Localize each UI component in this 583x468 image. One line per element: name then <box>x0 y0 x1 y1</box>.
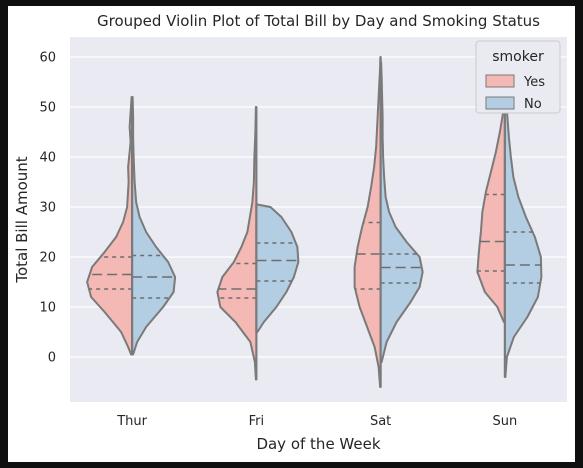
y-tick-label: 20 <box>39 251 56 266</box>
y-tick-label: 10 <box>39 301 56 316</box>
violin-yes-thur <box>86 96 134 356</box>
x-tick-label: Sat <box>370 414 391 429</box>
y-tick-label: 30 <box>39 201 56 216</box>
y-tick-label: 0 <box>48 351 56 366</box>
legend-label: No <box>524 97 542 112</box>
x-tick-labels: Thur Fri Sat Sun <box>116 414 517 429</box>
legend-swatch <box>485 74 515 88</box>
legend-swatch <box>485 96 515 110</box>
violin-no-sat <box>379 61 424 363</box>
legend-title: smoker <box>492 49 544 65</box>
x-tick-label: Thur <box>116 414 147 429</box>
legend-label: Yes <box>523 75 545 90</box>
legend: smoker Yes No <box>475 40 561 114</box>
legend-box <box>475 40 561 114</box>
x-axis-label: Day of the Week <box>256 435 380 453</box>
y-tick-labels: 0 10 20 30 40 50 60 <box>39 51 56 366</box>
y-axis-label: Total Bill Amount <box>13 156 31 283</box>
y-tick-label: 40 <box>39 151 56 166</box>
y-tick-label: 60 <box>39 51 56 66</box>
chart-title: Grouped Violin Plot of Total Bill by Day… <box>97 12 540 30</box>
x-tick-label: Fri <box>249 414 265 429</box>
figure: Grouped Violin Plot of Total Bill by Day… <box>8 6 575 462</box>
violin-chart: Grouped Violin Plot of Total Bill by Day… <box>13 12 567 453</box>
violin-no-fri <box>255 203 300 333</box>
x-tick-label: Sun <box>493 414 518 429</box>
y-tick-label: 50 <box>39 101 56 116</box>
